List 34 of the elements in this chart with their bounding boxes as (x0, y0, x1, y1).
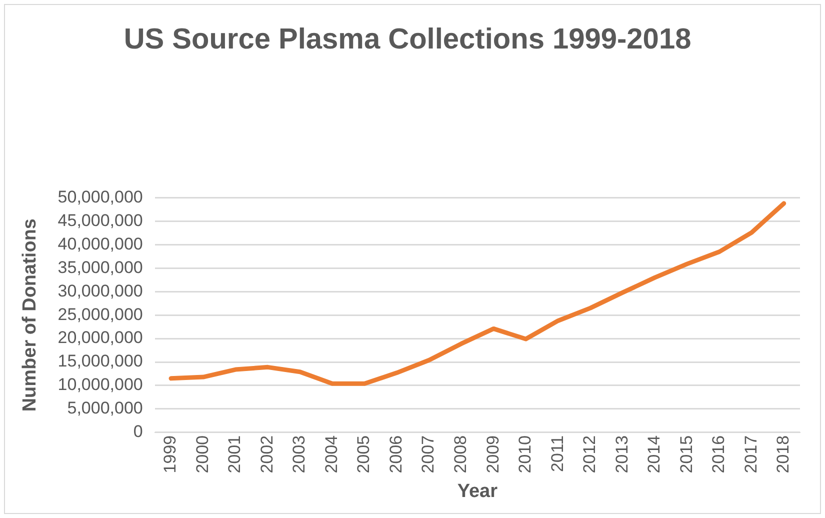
x-tick-label: 2015 (676, 435, 696, 474)
chart-title: US Source Plasma Collections 1999-2018 (124, 23, 692, 56)
x-tick-label: 1999 (160, 435, 180, 474)
x-tick-label: 2018 (774, 435, 793, 474)
y-tick-label: 15,000,000 (58, 352, 143, 371)
y-axis-title: Number of Donations (20, 218, 41, 412)
x-axis-title: Year (457, 480, 498, 502)
y-tick-label: 10,000,000 (58, 375, 143, 394)
x-tick-label: 2011 (548, 435, 567, 472)
y-tick-label: 35,000,000 (58, 258, 143, 277)
y-tick-label: 0 (133, 422, 143, 442)
y-tick-label: 30,000,000 (58, 281, 143, 300)
y-tick-label: 20,000,000 (58, 328, 143, 348)
y-tick-label: 5,000,000 (67, 398, 143, 418)
x-tick-label: 2007 (418, 435, 438, 474)
x-tick-label: 2001 (225, 435, 244, 474)
y-tick-label: 25,000,000 (58, 304, 143, 324)
x-tick-label: 2002 (257, 435, 276, 474)
x-tick-label: 2003 (290, 435, 309, 474)
y-tick-label: 50,000,000 (58, 187, 143, 206)
x-tick-label: 2000 (192, 435, 212, 474)
y-tick-label: 45,000,000 (58, 210, 143, 230)
x-tick-label: 2006 (386, 435, 406, 474)
x-tick-label: 2017 (741, 435, 760, 474)
x-tick-label: 2014 (644, 435, 664, 474)
x-tick-label: 2009 (483, 435, 502, 474)
y-tick-label: 40,000,000 (58, 234, 143, 254)
x-tick-label: 2008 (451, 435, 470, 474)
x-tick-label: 2012 (580, 435, 600, 474)
x-tick-label: 2010 (516, 435, 535, 474)
x-tick-label: 2005 (354, 435, 374, 474)
x-tick-label: 2004 (322, 435, 341, 474)
x-tick-label: 2013 (612, 435, 632, 474)
x-tick-label: 2016 (709, 435, 728, 474)
